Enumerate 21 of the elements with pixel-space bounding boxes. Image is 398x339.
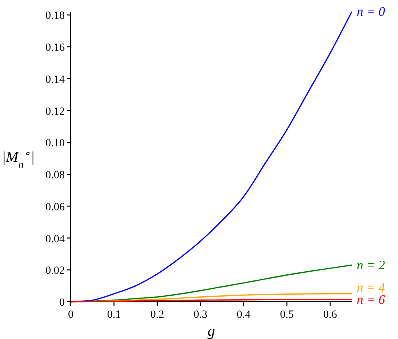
y-tick-label: 0.14 (46, 74, 66, 86)
x-tick-label: 0 (68, 309, 74, 321)
y-tick-label: 0.04 (46, 233, 66, 246)
y-tick-label: 0 (60, 297, 66, 309)
x-tick-label: 0.6 (324, 309, 338, 321)
y-tick-label: 0.12 (46, 106, 65, 118)
y-tick-label: 0.06 (46, 201, 66, 214)
y-tick-label: 0.18 (46, 10, 66, 22)
x-tick-label: 0.3 (194, 309, 208, 321)
x-tick-label: 0.5 (280, 309, 295, 321)
x-axis-title: g (208, 324, 216, 339)
y-tick-label: 0.08 (46, 170, 66, 182)
y-tick-label: 0.16 (46, 42, 66, 54)
x-tick-label: 0.4 (237, 309, 252, 321)
y-tick-label: 0.10 (46, 138, 66, 150)
x-tick-label: 0.1 (107, 309, 122, 321)
y-tick-label: 0.02 (46, 265, 65, 278)
series-label: n = 2 (357, 257, 386, 272)
y-axis-title: |M$_{n}$$^{∘}$| (2, 148, 35, 170)
series-label: n = 0 (357, 4, 386, 19)
x-tick-label: 0.2 (150, 309, 164, 321)
